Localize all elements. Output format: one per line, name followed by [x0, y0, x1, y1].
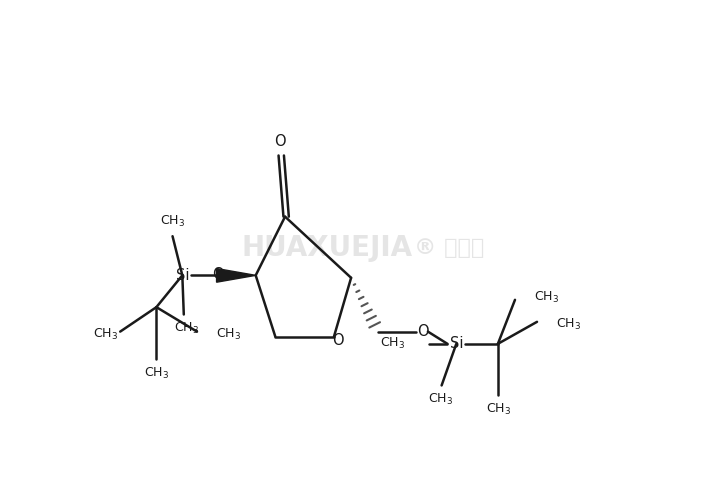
Text: CH$_3$: CH$_3$ — [555, 317, 581, 332]
Text: Si: Si — [176, 268, 189, 283]
Text: CH$_3$: CH$_3$ — [379, 336, 405, 351]
Text: CH$_3$: CH$_3$ — [428, 392, 454, 407]
Text: CH$_3$: CH$_3$ — [533, 290, 559, 305]
Text: CH$_3$: CH$_3$ — [216, 327, 241, 341]
Text: CH$_3$: CH$_3$ — [145, 366, 169, 381]
Text: HUAXUEJIA: HUAXUEJIA — [241, 235, 412, 262]
Text: O: O — [332, 333, 344, 348]
Text: Si: Si — [449, 337, 463, 351]
Text: CH$_3$: CH$_3$ — [174, 321, 199, 336]
Text: O: O — [274, 134, 286, 149]
Text: ® 化学加: ® 化学加 — [414, 239, 484, 258]
Text: O: O — [417, 324, 429, 338]
Text: CH$_3$: CH$_3$ — [93, 327, 117, 341]
Text: CH$_3$: CH$_3$ — [160, 214, 186, 229]
Text: O: O — [212, 267, 224, 282]
Polygon shape — [216, 269, 256, 282]
Text: CH$_3$: CH$_3$ — [486, 402, 511, 417]
